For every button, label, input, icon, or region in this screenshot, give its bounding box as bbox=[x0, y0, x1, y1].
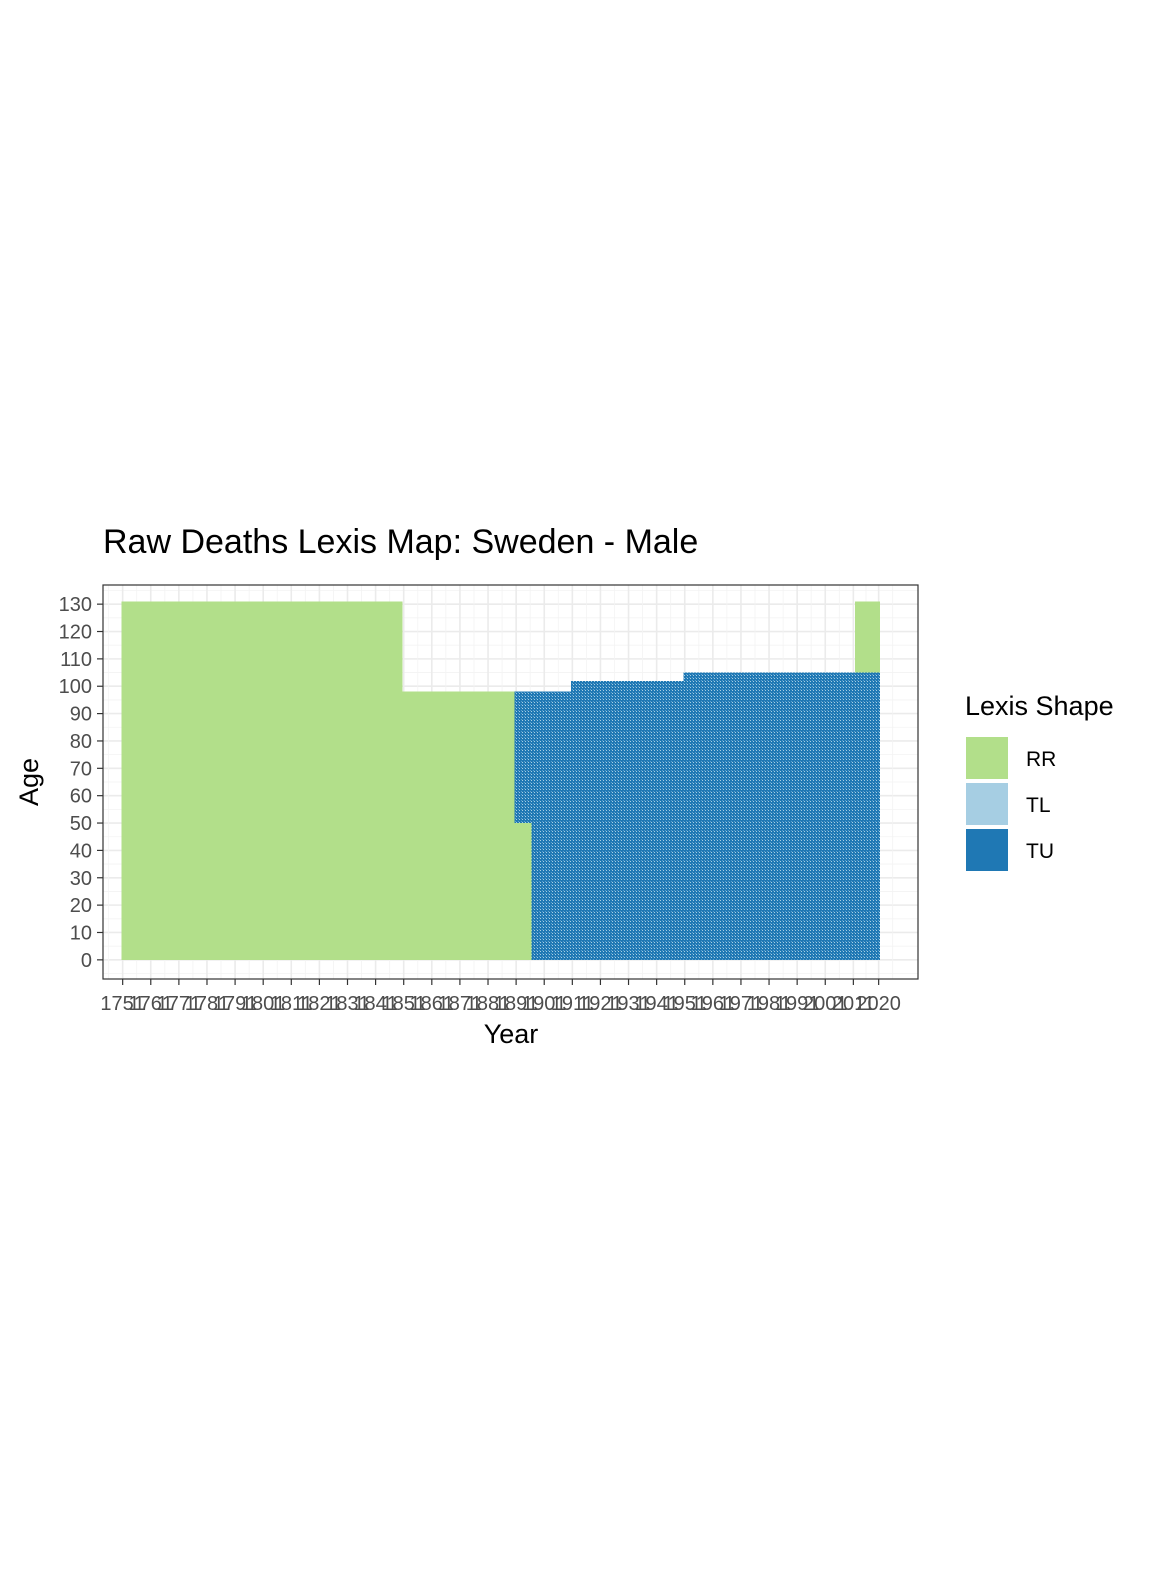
x-tick-label: 1861 bbox=[410, 993, 455, 1015]
lexis-region-rr-12 bbox=[514, 823, 532, 960]
y-tick-label: 100 bbox=[59, 676, 92, 698]
plot-border bbox=[102, 584, 919, 980]
y-tick-label: 30 bbox=[70, 868, 92, 890]
y-tick-label: 110 bbox=[60, 649, 92, 671]
x-tick-label: 1881 bbox=[466, 993, 511, 1015]
x-tick-label: 1921 bbox=[578, 993, 623, 1015]
legend-label-rr: RR bbox=[1026, 748, 1056, 771]
x-tick-label: 2001 bbox=[803, 993, 848, 1015]
y-tick-label: 130 bbox=[59, 594, 92, 616]
lexis-region-rr-9 bbox=[374, 601, 403, 960]
y-tick-label: 60 bbox=[70, 786, 92, 808]
x-tick-label: 1961 bbox=[691, 993, 736, 1015]
legend-title: Lexis Shape bbox=[965, 691, 1114, 721]
y-tick-label: 10 bbox=[70, 922, 92, 944]
x-tick-label: 1821 bbox=[297, 993, 342, 1015]
y-tick-label: 90 bbox=[70, 704, 92, 726]
x-tick-label: 1801 bbox=[241, 993, 286, 1015]
x-tick-label: 1811 bbox=[270, 993, 313, 1015]
x-tick-label: 1891 bbox=[494, 993, 539, 1015]
y-tick-label: 70 bbox=[70, 758, 92, 780]
lexis-region-rr-17 bbox=[854, 601, 881, 673]
y-tick-label: 80 bbox=[70, 731, 92, 753]
lexis-region-rr-11 bbox=[402, 691, 515, 960]
x-tick-label: 1871 bbox=[438, 993, 483, 1015]
x-tick-label: 1771 bbox=[157, 993, 202, 1015]
legend-key-rr bbox=[966, 737, 1008, 779]
x-tick-label: 1931 bbox=[606, 993, 651, 1015]
y-tick-label: 40 bbox=[70, 840, 92, 862]
x-tick-label: 1791 bbox=[213, 993, 258, 1015]
legend: Lexis Shape RR TL TU bbox=[965, 691, 1114, 871]
x-tick-label: 1991 bbox=[775, 993, 820, 1015]
x-axis-title: Year bbox=[484, 1019, 539, 1049]
x-tick-label: 1901 bbox=[522, 993, 567, 1015]
x-tick-label: 1761 bbox=[129, 993, 174, 1015]
y-axis: 0 10 20 30 40 50 60 70 80 90 100 110 120 130 bbox=[59, 594, 103, 972]
x-tick-label: 1841 bbox=[353, 993, 398, 1015]
lexis-region-rr-10 bbox=[312, 686, 378, 960]
x-axis: 1751176117711781179118011811182118311841… bbox=[100, 979, 901, 1015]
x-tick-label: 2011 bbox=[832, 993, 875, 1015]
chart-title: Raw Deaths Lexis Map: Sweden - Male bbox=[103, 523, 698, 561]
x-tick-label: 1831 bbox=[325, 993, 370, 1015]
legend-key-tl bbox=[966, 783, 1008, 825]
x-tick-label: 1971 bbox=[719, 993, 764, 1015]
x-tick-label: 1851 bbox=[381, 993, 426, 1015]
x-tick-label: 2020 bbox=[856, 993, 901, 1015]
legend-label-tu: TU bbox=[1026, 840, 1054, 863]
legend-key-tu bbox=[966, 829, 1008, 871]
x-tick-label: 1941 bbox=[634, 993, 679, 1015]
legend-label-tl: TL bbox=[1026, 794, 1051, 817]
y-tick-label: 0 bbox=[81, 950, 92, 972]
x-tick-label: 1751 bbox=[100, 993, 145, 1015]
lexis-region-tu-15 bbox=[570, 680, 881, 692]
lexis-region-rr-0 bbox=[121, 601, 316, 960]
lexis-region-tu-14 bbox=[531, 691, 881, 960]
lexis-cells bbox=[121, 601, 881, 960]
x-tick-label: 1781 bbox=[185, 993, 230, 1015]
x-tick-label: 1981 bbox=[747, 993, 792, 1015]
y-tick-label: 50 bbox=[70, 813, 92, 835]
x-tick-label: 1911 bbox=[551, 993, 594, 1015]
y-tick-label: 20 bbox=[70, 895, 92, 917]
lexis-region-tu-16 bbox=[683, 672, 881, 681]
y-axis-title: Age bbox=[14, 758, 44, 806]
x-tick-label: 1951 bbox=[662, 993, 707, 1015]
lexis-region-tu-13 bbox=[514, 691, 532, 824]
y-tick-label: 120 bbox=[59, 622, 92, 644]
